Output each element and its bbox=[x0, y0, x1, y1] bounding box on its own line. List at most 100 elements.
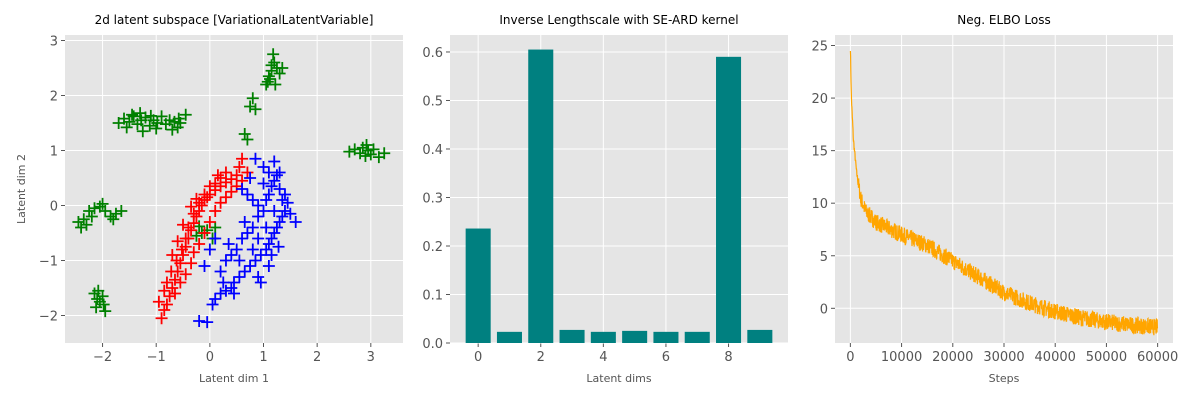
scatter-point-series-2 bbox=[262, 166, 275, 179]
x-tick-label: 20000 bbox=[932, 350, 973, 365]
scatter-points bbox=[72, 48, 391, 329]
scatter-point-series-1 bbox=[230, 169, 243, 182]
x-tick-label: 6 bbox=[662, 350, 670, 365]
scatter-point-series-2 bbox=[273, 166, 286, 179]
scatter-point-series-1 bbox=[203, 216, 216, 228]
scatter-point-series-2 bbox=[252, 199, 265, 212]
scatter-point-series-0 bbox=[179, 108, 192, 121]
scatter-point-series-1 bbox=[214, 196, 227, 209]
scatter-point-series-0 bbox=[269, 78, 282, 91]
scatter-point-series-2 bbox=[254, 249, 267, 261]
scatter-point-series-1 bbox=[168, 273, 181, 286]
scatter-point-series-1 bbox=[171, 235, 184, 248]
scatter-point-series-0 bbox=[201, 224, 214, 237]
scatter-point-series-2 bbox=[219, 254, 232, 267]
scatter-point-series-0 bbox=[268, 56, 281, 69]
scatter-point-series-1 bbox=[182, 221, 195, 234]
scatter-point-series-2 bbox=[198, 260, 211, 272]
scatter-point-series-2 bbox=[257, 177, 270, 190]
x-tick-label: 0 bbox=[474, 350, 482, 365]
scatter-point-series-2 bbox=[257, 205, 270, 217]
scatter-point-series-0 bbox=[150, 122, 163, 135]
scatter-point-series-2 bbox=[219, 284, 232, 297]
scatter-point-series-0 bbox=[83, 205, 96, 217]
scatter-point-series-0 bbox=[265, 59, 278, 72]
y-tick-label: 2 bbox=[50, 90, 58, 105]
scatter-point-series-2 bbox=[225, 282, 238, 294]
scatter-point-series-2 bbox=[268, 205, 281, 217]
bar-dim-7 bbox=[684, 331, 710, 343]
y-tick-label: 1 bbox=[50, 145, 58, 160]
scatter-point-series-1 bbox=[160, 298, 173, 311]
scatter-point-series-0 bbox=[72, 216, 85, 228]
scatter-point-series-2 bbox=[265, 180, 278, 193]
y-tick-label: 0.3 bbox=[422, 191, 443, 206]
scatter-point-series-1 bbox=[158, 304, 171, 316]
y-tick-label: 0 bbox=[820, 302, 828, 317]
scatter-point-series-1 bbox=[209, 177, 222, 190]
scatter-point-series-2 bbox=[281, 196, 294, 209]
scatter-point-series-0 bbox=[77, 213, 90, 226]
scatter-point-series-0 bbox=[75, 221, 88, 234]
x-axis-label: Steps bbox=[989, 372, 1020, 385]
scatter-point-series-0 bbox=[155, 110, 168, 123]
y-tick-label: 0.0 bbox=[422, 337, 443, 352]
scatter-point-series-0 bbox=[109, 207, 122, 220]
x-tick-label: 60000 bbox=[1137, 350, 1178, 365]
scatter-point-series-2 bbox=[249, 254, 262, 267]
bar-dim-4 bbox=[590, 331, 616, 343]
scatter-point-series-1 bbox=[230, 180, 243, 193]
scatter-point-series-2 bbox=[236, 183, 249, 195]
scatter-point-series-0 bbox=[262, 70, 275, 83]
scatter-point-series-2 bbox=[230, 243, 243, 256]
scatter-point-series-0 bbox=[85, 210, 98, 223]
scatter-point-series-1 bbox=[185, 224, 198, 237]
loss-line bbox=[849, 50, 1159, 336]
scatter-point-series-1 bbox=[214, 172, 227, 184]
scatter-point-series-0 bbox=[104, 210, 117, 223]
y-tick-label: 5 bbox=[820, 250, 828, 265]
scatter-point-series-0 bbox=[354, 147, 367, 160]
scatter-point-series-0 bbox=[127, 110, 140, 123]
scatter-point-series-2 bbox=[209, 293, 222, 305]
scatter-point-series-0 bbox=[276, 62, 289, 74]
scatter-point-series-0 bbox=[92, 284, 105, 297]
scatter-point-series-2 bbox=[233, 254, 246, 267]
y-tick-label: 0.5 bbox=[422, 94, 443, 109]
x-tick-label: 4 bbox=[599, 350, 607, 365]
scatter-point-series-1 bbox=[201, 191, 214, 204]
scatter-point-series-0 bbox=[90, 301, 103, 314]
scatter-point-series-2 bbox=[276, 210, 289, 223]
scatter-point-series-2 bbox=[260, 194, 273, 206]
chart-title: 2d latent subspace [VariationalLatentVar… bbox=[95, 13, 374, 27]
scatter-point-series-1 bbox=[190, 192, 203, 205]
scatter-point-series-0 bbox=[246, 92, 259, 105]
scatter-point-series-2 bbox=[268, 155, 281, 168]
y-tick-label: 10 bbox=[811, 197, 828, 212]
scatter-point-series-1 bbox=[198, 227, 211, 239]
scatter-point-series-2 bbox=[217, 276, 230, 289]
scatter-point-series-1 bbox=[179, 268, 192, 281]
scatter-point-series-2 bbox=[201, 316, 214, 329]
scatter-point-series-2 bbox=[254, 276, 267, 289]
scatter-point-series-0 bbox=[80, 218, 93, 231]
scatter-point-series-0 bbox=[238, 128, 251, 140]
x-axis-label: Latent dim 1 bbox=[199, 372, 269, 385]
scatter-point-series-1 bbox=[190, 210, 203, 223]
scatter-point-series-0 bbox=[209, 221, 222, 234]
scatter-point-series-2 bbox=[228, 287, 240, 300]
y-tick-label: 25 bbox=[811, 40, 828, 55]
scatter-point-series-1 bbox=[236, 152, 249, 165]
scatter-point-series-2 bbox=[270, 221, 283, 234]
scatter-point-series-1 bbox=[225, 185, 238, 198]
scatter-point-series-2 bbox=[273, 216, 286, 228]
scatter-point-series-2 bbox=[246, 243, 259, 256]
x-tick-label: 1 bbox=[259, 350, 267, 365]
scatter-point-series-0 bbox=[190, 229, 203, 242]
scatter-point-series-2 bbox=[278, 188, 291, 201]
y-tick-label: 15 bbox=[811, 145, 828, 160]
scatter-point-series-1 bbox=[152, 295, 165, 308]
y-tick-label: 20 bbox=[811, 92, 828, 107]
scatter-point-series-0 bbox=[241, 133, 254, 146]
